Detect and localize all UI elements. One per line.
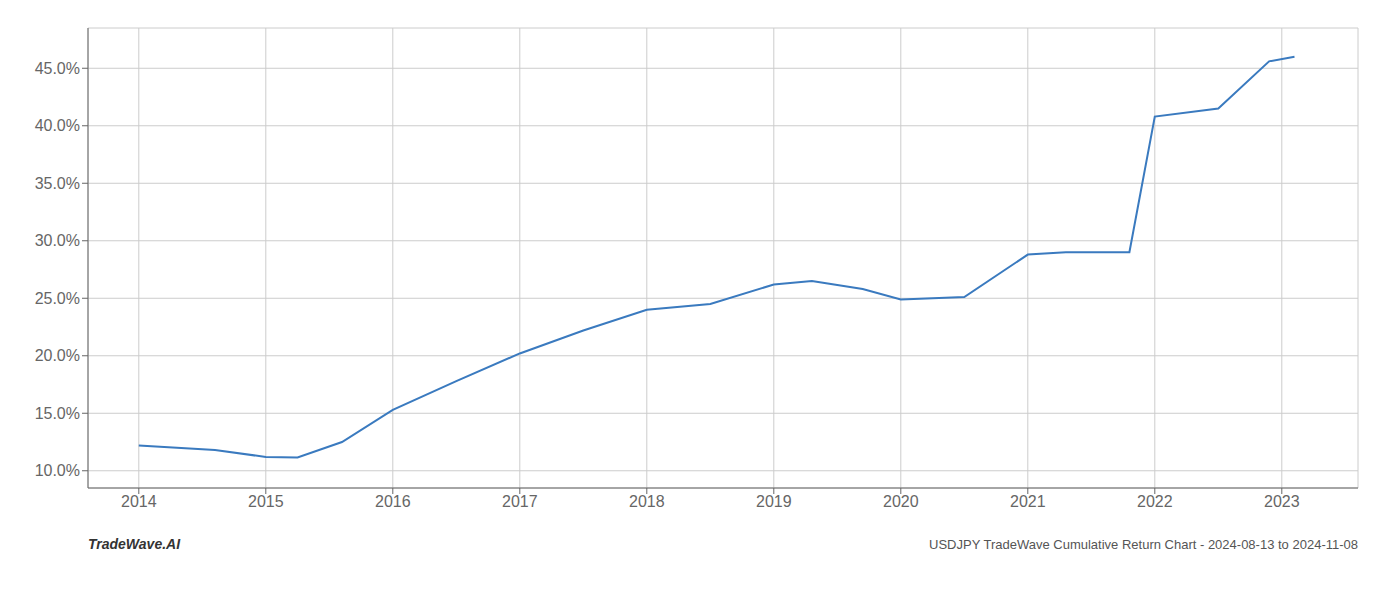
svg-text:20.0%: 20.0% <box>35 347 80 364</box>
svg-text:2014: 2014 <box>121 493 157 510</box>
svg-text:2019: 2019 <box>756 493 792 510</box>
svg-text:2016: 2016 <box>375 493 411 510</box>
svg-text:10.0%: 10.0% <box>35 462 80 479</box>
svg-text:2021: 2021 <box>1010 493 1046 510</box>
svg-text:35.0%: 35.0% <box>35 175 80 192</box>
svg-text:2018: 2018 <box>629 493 665 510</box>
svg-text:2020: 2020 <box>883 493 919 510</box>
svg-text:45.0%: 45.0% <box>35 60 80 77</box>
svg-text:40.0%: 40.0% <box>35 117 80 134</box>
svg-text:2022: 2022 <box>1137 493 1173 510</box>
html-text:TradeWave.AI: TradeWave.AI <box>88 536 181 552</box>
svg-text:30.0%: 30.0% <box>35 232 80 249</box>
svg-text:2023: 2023 <box>1264 493 1300 510</box>
html-text:USDJPY TradeWave Cumulative Re: USDJPY TradeWave Cumulative Return Chart… <box>929 537 1358 552</box>
svg-text:25.0%: 25.0% <box>35 290 80 307</box>
svg-text:2017: 2017 <box>502 493 538 510</box>
svg-text:15.0%: 15.0% <box>35 405 80 422</box>
svg-text:2015: 2015 <box>248 493 284 510</box>
